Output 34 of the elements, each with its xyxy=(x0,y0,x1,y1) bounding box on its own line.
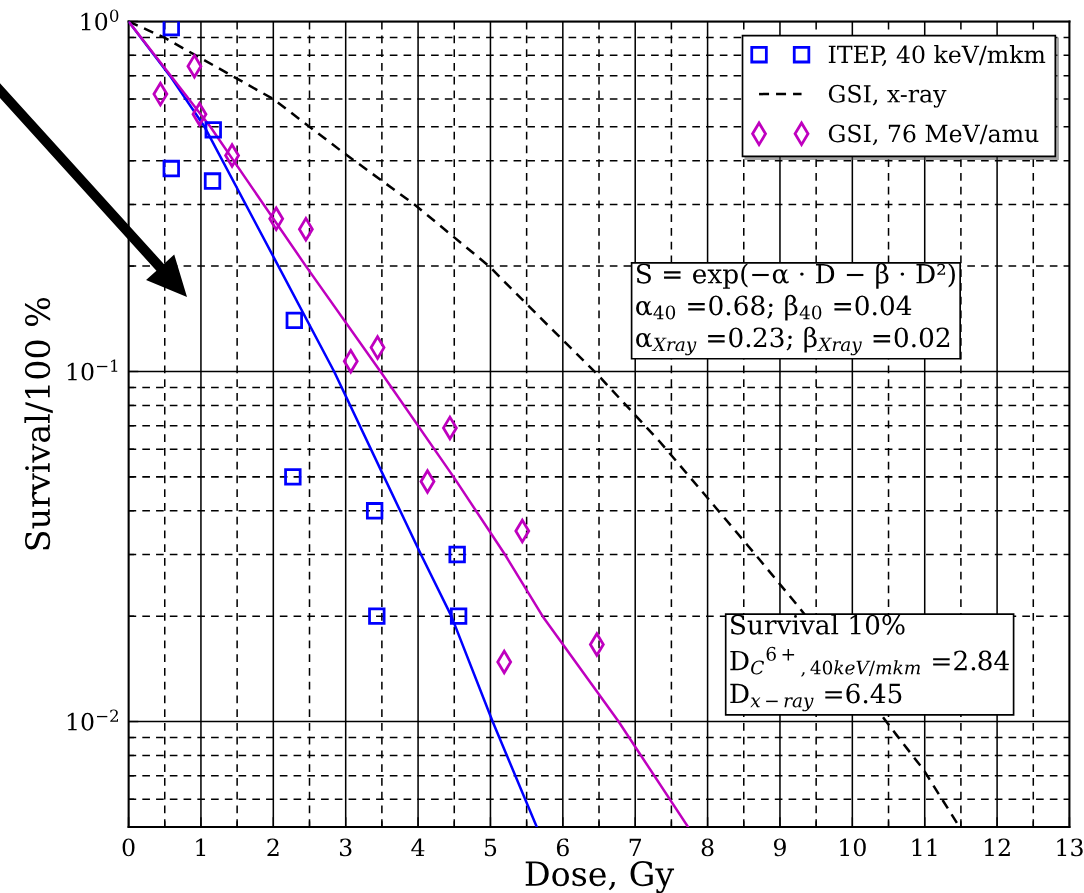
x-tick-label: 7 xyxy=(629,838,642,856)
x-tick-label: 4 xyxy=(411,838,425,856)
x-tick-label: 10 xyxy=(840,838,866,857)
legend-label: ITEP, 40 keV/mkm xyxy=(828,45,1046,67)
point xyxy=(448,545,466,564)
x-tick-label: 9 xyxy=(773,838,786,857)
point xyxy=(162,159,180,178)
legend-label: GSI, x-ray xyxy=(828,84,947,108)
point xyxy=(285,311,303,330)
y-axis-title: Survival/100 % xyxy=(24,297,53,550)
x-axis-title: Dose, Gy xyxy=(525,860,675,893)
y-tick-label: 10$^{0}$ xyxy=(81,9,119,31)
x-tick-label: 5 xyxy=(484,838,497,857)
x-tick-label: 0 xyxy=(122,838,135,857)
point xyxy=(162,21,180,37)
x-tick-label: 6 xyxy=(556,838,569,857)
point xyxy=(365,502,384,520)
point xyxy=(368,607,386,625)
text: S = exp(−α · D − β · D²) α$_{40}$ =0.68; β$_{40}$ =0.04 α$_{Xray}$ =0.23; β$_{Xray}$ =0.02 xyxy=(636,263,955,356)
x-tick-label: 11 xyxy=(912,838,937,856)
point xyxy=(449,607,468,625)
x-tick-label: 12 xyxy=(984,838,1010,856)
y-tick-label: 10$^{−2}$ xyxy=(67,709,118,731)
point xyxy=(203,172,222,190)
legend-label: GSI, 76 MeV/amu xyxy=(828,124,1039,146)
x-tick-label: 13 xyxy=(1057,838,1083,857)
x-tick-label: 2 xyxy=(267,838,279,856)
y-tick-label: 10$^{−1}$ xyxy=(67,359,118,381)
x-tick-label: 1 xyxy=(196,838,206,856)
point xyxy=(284,468,302,486)
x-tick-label: 8 xyxy=(701,838,714,857)
point xyxy=(204,121,222,139)
x-tick-label: 3 xyxy=(339,838,352,857)
text: Survival 10% D$_{C}$$^{6+}$$_{,40keV/mkm}$ =2.84 D$_{x−ray}$ =6.45 xyxy=(730,614,1009,712)
